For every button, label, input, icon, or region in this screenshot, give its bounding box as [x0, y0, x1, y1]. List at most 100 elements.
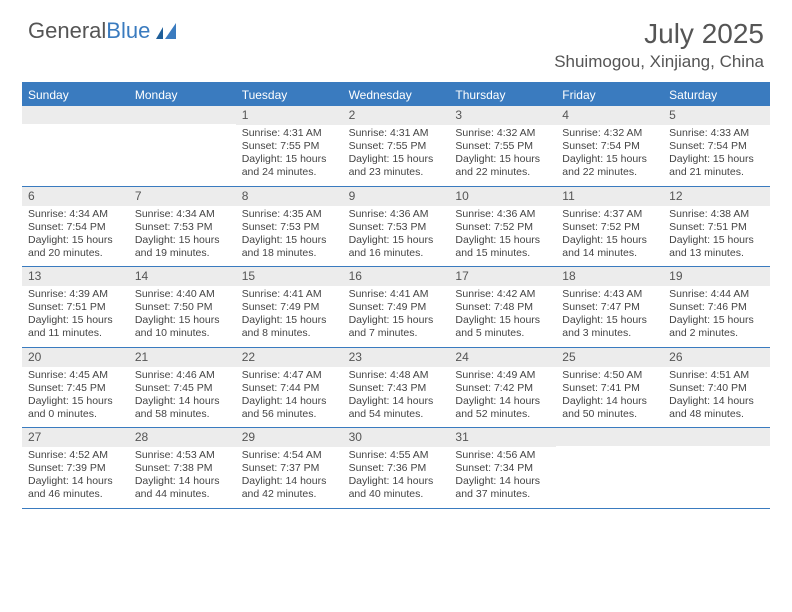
- cell-body: Sunrise: 4:47 AMSunset: 7:44 PMDaylight:…: [236, 367, 343, 428]
- sunset-text: Sunset: 7:45 PM: [28, 382, 123, 395]
- cell-body: Sunrise: 4:31 AMSunset: 7:55 PMDaylight:…: [343, 125, 450, 186]
- day-number: 21: [129, 348, 236, 367]
- brand-part2: Blue: [106, 18, 150, 44]
- cell-body: Sunrise: 4:46 AMSunset: 7:45 PMDaylight:…: [129, 367, 236, 428]
- cell-body: Sunrise: 4:41 AMSunset: 7:49 PMDaylight:…: [236, 286, 343, 347]
- sunset-text: Sunset: 7:48 PM: [455, 301, 550, 314]
- day-number: 19: [663, 267, 770, 286]
- day-header: Monday: [129, 84, 236, 106]
- daylight-text: Daylight: 14 hours and 52 minutes.: [455, 395, 550, 421]
- calendar-cell: [556, 428, 663, 508]
- cell-body: Sunrise: 4:34 AMSunset: 7:53 PMDaylight:…: [129, 206, 236, 267]
- sunset-text: Sunset: 7:41 PM: [562, 382, 657, 395]
- sunset-text: Sunset: 7:45 PM: [135, 382, 230, 395]
- daylight-text: Daylight: 15 hours and 23 minutes.: [349, 153, 444, 179]
- sunrise-text: Sunrise: 4:38 AM: [669, 208, 764, 221]
- sunrise-text: Sunrise: 4:35 AM: [242, 208, 337, 221]
- cell-body: Sunrise: 4:56 AMSunset: 7:34 PMDaylight:…: [449, 447, 556, 508]
- calendar-cell: 17 Sunrise: 4:42 AMSunset: 7:48 PMDayligh…: [449, 267, 556, 347]
- sunrise-text: Sunrise: 4:42 AM: [455, 288, 550, 301]
- cell-body: [556, 446, 663, 504]
- calendar-cell: 28Sunrise: 4:53 AMSunset: 7:38 PMDayligh…: [129, 428, 236, 508]
- sunset-text: Sunset: 7:34 PM: [455, 462, 550, 475]
- day-number: 15: [236, 267, 343, 286]
- daylight-text: Daylight: 14 hours and 44 minutes.: [135, 475, 230, 501]
- calendar-cell: 30Sunrise: 4:55 AMSunset: 7:36 PMDayligh…: [343, 428, 450, 508]
- cell-body: Sunrise: 4:51 AMSunset: 7:40 PMDaylight:…: [663, 367, 770, 428]
- cell-body: [663, 446, 770, 504]
- day-number: 20: [22, 348, 129, 367]
- sunrise-text: Sunrise: 4:46 AM: [135, 369, 230, 382]
- daylight-text: Daylight: 14 hours and 40 minutes.: [349, 475, 444, 501]
- sunset-text: Sunset: 7:53 PM: [349, 221, 444, 234]
- weeks-grid: 1Sunrise: 4:31 AMSunset: 7:55 PMDaylight…: [22, 106, 770, 509]
- sunset-text: Sunset: 7:54 PM: [669, 140, 764, 153]
- cell-body: Sunrise: 4:36 AMSunset: 7:53 PMDaylight:…: [343, 206, 450, 267]
- day-number: 26: [663, 348, 770, 367]
- day-number: 17: [449, 267, 556, 286]
- week-row: 27Sunrise: 4:52 AMSunset: 7:39 PMDayligh…: [22, 428, 770, 509]
- sunrise-text: Sunrise: 4:54 AM: [242, 449, 337, 462]
- daylight-text: Daylight: 14 hours and 48 minutes.: [669, 395, 764, 421]
- calendar-cell: 29Sunrise: 4:54 AMSunset: 7:37 PMDayligh…: [236, 428, 343, 508]
- day-number: 5: [663, 106, 770, 125]
- calendar-cell: 12Sunrise: 4:38 AMSunset: 7:51 PMDayligh…: [663, 187, 770, 267]
- day-number: 22: [236, 348, 343, 367]
- sunrise-text: Sunrise: 4:44 AM: [669, 288, 764, 301]
- daylight-text: Daylight: 15 hours and 0 minutes.: [28, 395, 123, 421]
- calendar-cell: 23Sunrise: 4:48 AMSunset: 7:43 PMDayligh…: [343, 348, 450, 428]
- sunset-text: Sunset: 7:55 PM: [455, 140, 550, 153]
- day-number: 3: [449, 106, 556, 125]
- day-number: [556, 428, 663, 446]
- week-row: 1Sunrise: 4:31 AMSunset: 7:55 PMDaylight…: [22, 106, 770, 187]
- daylight-text: Daylight: 15 hours and 11 minutes.: [28, 314, 123, 340]
- daylight-text: Daylight: 15 hours and 10 minutes.: [135, 314, 230, 340]
- day-number: [129, 106, 236, 124]
- daylight-text: Daylight: 15 hours and 2 minutes.: [669, 314, 764, 340]
- cell-body: Sunrise: 4:37 AMSunset: 7:52 PMDaylight:…: [556, 206, 663, 267]
- calendar-cell: 10Sunrise: 4:36 AMSunset: 7:52 PMDayligh…: [449, 187, 556, 267]
- sunrise-text: Sunrise: 4:36 AM: [349, 208, 444, 221]
- sails-icon: [154, 21, 180, 41]
- calendar-cell: [663, 428, 770, 508]
- cell-body: Sunrise: 4:32 AMSunset: 7:55 PMDaylight:…: [449, 125, 556, 186]
- daylight-text: Daylight: 15 hours and 14 minutes.: [562, 234, 657, 260]
- day-number: 16: [343, 267, 450, 286]
- day-header: Sunday: [22, 84, 129, 106]
- day-number: 28: [129, 428, 236, 447]
- day-number: 24: [449, 348, 556, 367]
- sunset-text: Sunset: 7:54 PM: [28, 221, 123, 234]
- sunrise-text: Sunrise: 4:34 AM: [135, 208, 230, 221]
- sunrise-text: Sunrise: 4:53 AM: [135, 449, 230, 462]
- day-number: 4: [556, 106, 663, 125]
- day-number: 6: [22, 187, 129, 206]
- day-number: 9: [343, 187, 450, 206]
- sunset-text: Sunset: 7:47 PM: [562, 301, 657, 314]
- sunset-text: Sunset: 7:52 PM: [562, 221, 657, 234]
- sunset-text: Sunset: 7:36 PM: [349, 462, 444, 475]
- sunset-text: Sunset: 7:50 PM: [135, 301, 230, 314]
- cell-body: Sunrise: 4:39 AMSunset: 7:51 PMDaylight:…: [22, 286, 129, 347]
- sunset-text: Sunset: 7:52 PM: [455, 221, 550, 234]
- location-label: Shuimogou, Xinjiang, China: [554, 52, 764, 72]
- sunrise-text: Sunrise: 4:48 AM: [349, 369, 444, 382]
- daylight-text: Daylight: 15 hours and 7 minutes.: [349, 314, 444, 340]
- sunrise-text: Sunrise: 4:40 AM: [135, 288, 230, 301]
- daylight-text: Daylight: 15 hours and 5 minutes.: [455, 314, 550, 340]
- brand-part1: General: [28, 18, 106, 44]
- cell-body: Sunrise: 4:44 AMSunset: 7:46 PMDaylight:…: [663, 286, 770, 347]
- sunrise-text: Sunrise: 4:34 AM: [28, 208, 123, 221]
- cell-body: Sunrise: 4:32 AMSunset: 7:54 PMDaylight:…: [556, 125, 663, 186]
- day-number: 1: [236, 106, 343, 125]
- sunset-text: Sunset: 7:51 PM: [28, 301, 123, 314]
- day-number: 14: [129, 267, 236, 286]
- sunrise-text: Sunrise: 4:37 AM: [562, 208, 657, 221]
- sunrise-text: Sunrise: 4:33 AM: [669, 127, 764, 140]
- sunset-text: Sunset: 7:53 PM: [135, 221, 230, 234]
- header: GeneralBlue July 2025 Shuimogou, Xinjian…: [0, 0, 792, 76]
- sunset-text: Sunset: 7:43 PM: [349, 382, 444, 395]
- sunset-text: Sunset: 7:54 PM: [562, 140, 657, 153]
- calendar-cell: 8Sunrise: 4:35 AMSunset: 7:53 PMDaylight…: [236, 187, 343, 267]
- day-number: 29: [236, 428, 343, 447]
- cell-body: Sunrise: 4:49 AMSunset: 7:42 PMDaylight:…: [449, 367, 556, 428]
